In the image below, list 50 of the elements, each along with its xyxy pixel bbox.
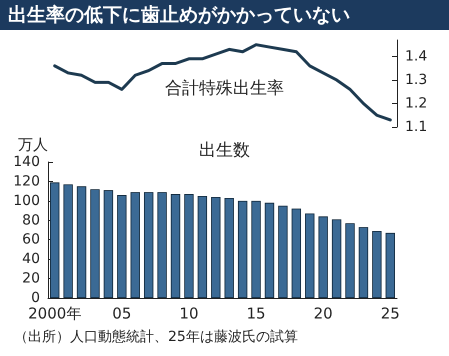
bar bbox=[130, 192, 140, 298]
series-label: 合計特殊出生率 bbox=[165, 78, 284, 98]
bar bbox=[76, 186, 86, 298]
y-tick-label: 100 bbox=[13, 192, 40, 209]
bar bbox=[386, 232, 395, 298]
bar bbox=[278, 206, 288, 298]
bar bbox=[104, 190, 114, 298]
y-tick-label: 1.2 bbox=[405, 95, 428, 112]
bar bbox=[358, 227, 368, 298]
bar bbox=[345, 223, 355, 298]
bar bbox=[372, 230, 382, 298]
text: 出生数 bbox=[199, 140, 250, 160]
bar bbox=[332, 219, 342, 298]
bar bbox=[211, 196, 220, 298]
x-tick-label: 20 bbox=[314, 304, 333, 322]
line-series bbox=[53, 43, 392, 122]
x-tick-label: 05 bbox=[112, 304, 132, 322]
y-tick-label: 1.1 bbox=[405, 119, 428, 135]
y-axis-title: 万人 bbox=[18, 136, 48, 154]
x-tick-label: 15 bbox=[246, 304, 266, 322]
bar bbox=[90, 189, 100, 298]
bar bbox=[251, 200, 261, 298]
bar bbox=[305, 213, 314, 298]
x-tick-label: 2000年 bbox=[28, 304, 82, 322]
bar bbox=[144, 192, 154, 298]
y-tick-label: 120 bbox=[13, 173, 40, 190]
y-tick-label: 20 bbox=[22, 270, 40, 287]
bar bbox=[224, 198, 234, 298]
chart-title: 出生率の低下に歯止めがかかっていない bbox=[0, 0, 449, 30]
x-tick-label: 25 bbox=[380, 304, 400, 322]
y-tick-label: 40 bbox=[22, 251, 40, 268]
y-tick-label: 1.4 bbox=[405, 48, 428, 64]
bar bbox=[170, 194, 180, 298]
bar bbox=[50, 182, 60, 298]
bar bbox=[264, 202, 274, 298]
y-tick-label: 60 bbox=[22, 232, 40, 248]
bar bbox=[63, 184, 73, 298]
y-tick-label: 0 bbox=[31, 290, 40, 306]
bar bbox=[184, 194, 194, 298]
text: （出所）人口動態統計、25年は藤波氏の試算 bbox=[13, 328, 299, 346]
x-tick-label: 10 bbox=[179, 304, 198, 322]
y-tick-label: 80 bbox=[22, 212, 40, 228]
bar bbox=[292, 208, 302, 298]
bar bbox=[198, 196, 208, 298]
bar bbox=[238, 200, 248, 298]
bar bbox=[117, 195, 127, 298]
bar bbox=[157, 192, 167, 298]
y-tick-label: 1.3 bbox=[405, 72, 428, 88]
y-tick-label: 140 bbox=[13, 154, 40, 170]
bar bbox=[318, 216, 328, 298]
